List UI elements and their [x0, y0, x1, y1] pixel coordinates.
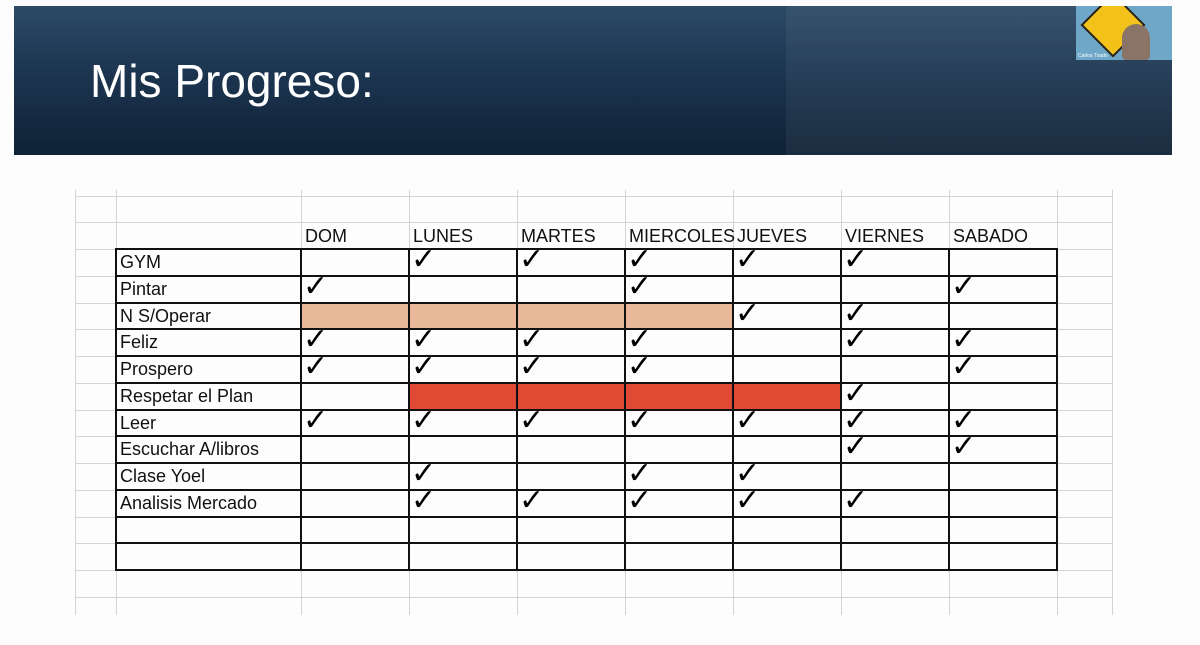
check-mark: ✓ [735, 402, 761, 438]
column-header: MARTES [521, 226, 596, 246]
row-label: Analisis Mercado [120, 492, 258, 513]
table-border [516, 248, 518, 571]
check-mark: ✓ [519, 322, 545, 358]
check-mark: ✓ [519, 402, 545, 438]
column-header: SABADO [953, 226, 1029, 246]
check-mark: ✓ [627, 402, 653, 438]
check-mark: ✓ [411, 456, 437, 491]
grid-line [75, 190, 76, 615]
check-mark: ✓ [411, 482, 437, 518]
table-border [116, 355, 1058, 357]
check-mark: ✓ [843, 242, 869, 277]
table-border [116, 462, 1058, 464]
cell-fill [625, 302, 733, 330]
check-mark: ✓ [411, 322, 437, 358]
check-mark: ✓ [735, 456, 761, 491]
check-mark: ✓ [843, 322, 869, 358]
check-mark: ✓ [843, 402, 869, 438]
check-mark: ✓ [303, 322, 329, 358]
table-border [116, 542, 1058, 545]
table-border [624, 248, 626, 571]
check-mark: ✓ [951, 322, 977, 358]
column-header: DOM [305, 226, 347, 246]
check-mark: ✓ [411, 402, 437, 438]
check-mark: ✓ [843, 482, 869, 518]
check-mark: ✓ [735, 242, 761, 277]
column-header: LUNES [413, 226, 474, 246]
webcam-overlay: Carlos Tirado [1076, 6, 1172, 60]
cell-fill [625, 382, 733, 410]
check-mark: ✓ [627, 268, 653, 304]
check-mark: ✓ [519, 482, 545, 518]
row-label: Pintar [120, 278, 168, 299]
check-mark: ✓ [411, 349, 437, 384]
column-header: JUEVES [737, 226, 808, 246]
row-label: Escuchar A/libros [120, 439, 260, 460]
check-mark: ✓ [843, 295, 869, 331]
column-header: MIERCOLES [629, 226, 736, 246]
check-mark: ✓ [951, 268, 977, 304]
check-mark: ✓ [519, 349, 545, 384]
row-label: Leer [120, 412, 157, 433]
table-border [116, 274, 1058, 277]
table-border [1056, 248, 1058, 571]
check-mark: ✓ [843, 429, 869, 465]
check-mark: ✓ [627, 482, 653, 518]
table-border [116, 488, 1058, 491]
webcam-name: Carlos Tirado [1078, 53, 1108, 59]
table-border [116, 569, 1058, 571]
column-header: VIERNES [845, 226, 925, 246]
check-mark: ✓ [627, 349, 653, 384]
slide-title: Mis Progreso: [90, 55, 374, 107]
check-mark: ✓ [843, 375, 869, 411]
table-border [948, 248, 950, 571]
cell-fill [517, 382, 625, 410]
grid-line [75, 196, 1112, 197]
row-label: Respetar el Plan [120, 385, 254, 406]
cell-fill [409, 302, 517, 330]
check-mark: ✓ [303, 402, 329, 438]
table-border [840, 248, 842, 571]
check-mark: ✓ [411, 242, 437, 277]
table-border [115, 248, 117, 571]
row-label: Prospero [120, 359, 194, 379]
table-border [116, 248, 1058, 250]
row-label: Feliz [120, 332, 159, 353]
table-border [116, 515, 1058, 518]
check-mark: ✓ [951, 402, 977, 438]
check-mark: ✓ [303, 349, 329, 384]
table-border [116, 435, 1058, 438]
table-border [300, 248, 302, 571]
table-border [116, 381, 1058, 384]
check-mark: ✓ [519, 242, 545, 277]
check-mark: ✓ [627, 242, 653, 277]
grid-line [75, 596, 1112, 598]
table-border [116, 301, 1058, 304]
check-mark: ✓ [627, 322, 653, 358]
row-label: GYM [120, 252, 162, 272]
table-border [116, 328, 1058, 331]
cell-fill [517, 302, 625, 330]
check-mark: ✓ [951, 429, 977, 465]
check-mark: ✓ [735, 482, 761, 518]
table-border [408, 248, 410, 571]
row-label: N S/Operar [120, 305, 212, 326]
check-mark: ✓ [627, 456, 653, 491]
row-label: Clase Yoel [120, 466, 206, 486]
cell-fill [301, 302, 409, 330]
check-mark: ✓ [303, 268, 329, 304]
table-border [116, 408, 1058, 411]
grid-line [75, 222, 1112, 223]
check-mark: ✓ [951, 349, 977, 384]
webcam-person [1122, 24, 1150, 60]
cell-fill [733, 382, 841, 410]
cell-fill [409, 382, 517, 410]
grid-line [1112, 190, 1113, 615]
table-border [732, 248, 734, 571]
check-mark: ✓ [735, 295, 761, 331]
